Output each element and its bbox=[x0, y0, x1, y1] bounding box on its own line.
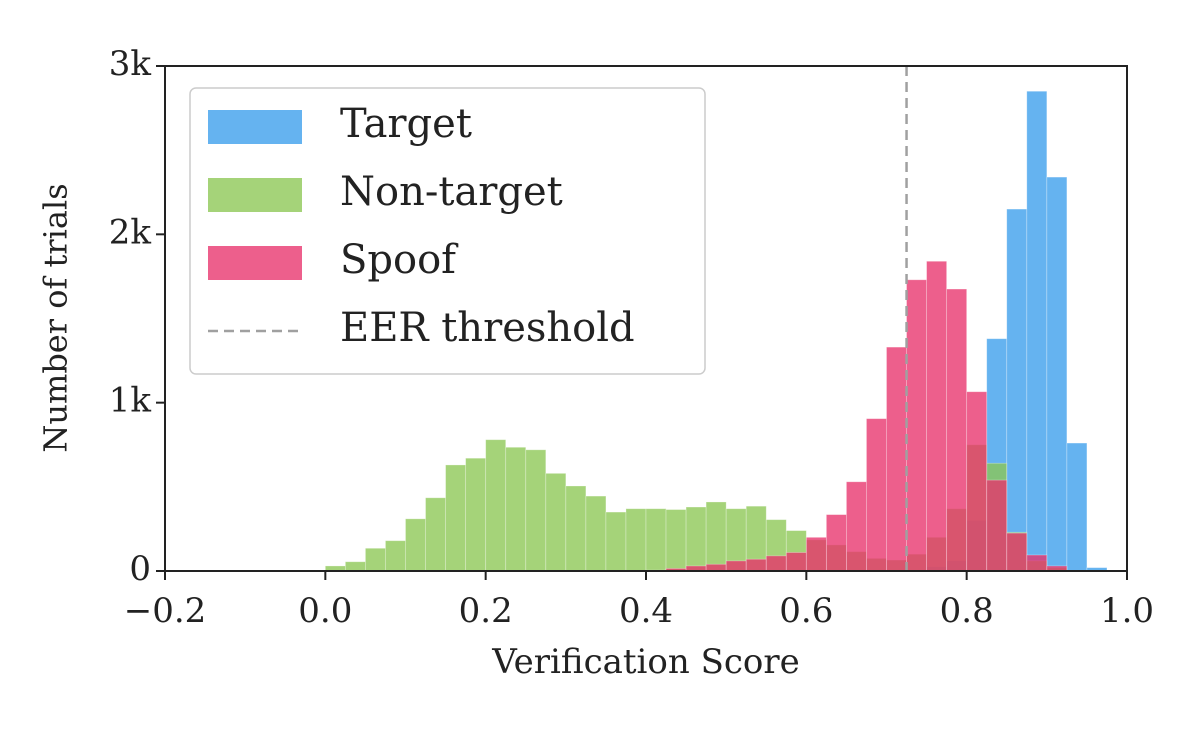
x-tick-label: 0.6 bbox=[779, 591, 833, 631]
legend-label: Target bbox=[340, 101, 472, 147]
histogram-bar bbox=[565, 485, 587, 572]
histogram-bar bbox=[425, 497, 446, 572]
histogram-bar bbox=[1026, 90, 1048, 572]
histogram-bar bbox=[765, 555, 787, 572]
histogram-bar bbox=[405, 518, 426, 572]
legend-swatch bbox=[208, 246, 302, 280]
x-axis-label: Verification Score bbox=[491, 642, 800, 682]
histogram-bar bbox=[906, 279, 927, 572]
legend-swatch bbox=[208, 110, 302, 144]
histogram-bar bbox=[605, 511, 627, 572]
y-tick-label: 2k bbox=[109, 212, 152, 252]
x-tick-label: −0.2 bbox=[124, 591, 207, 631]
x-tick-label: 0.2 bbox=[459, 591, 513, 631]
x-tick-label: 0.8 bbox=[940, 591, 994, 631]
legend: Target Non-target Spoof EER threshold bbox=[189, 87, 706, 375]
histogram-bar bbox=[1006, 532, 1028, 572]
histogram-bar bbox=[625, 508, 647, 572]
y-tick-label: 3k bbox=[109, 44, 152, 84]
histogram-bar bbox=[445, 464, 467, 572]
histogram-bar bbox=[645, 508, 667, 572]
histogram-bar bbox=[485, 439, 507, 572]
histogram-bar bbox=[886, 346, 907, 572]
histogram-bar bbox=[725, 560, 747, 572]
legend-label: Spoof bbox=[340, 237, 459, 283]
y-tick-label: 1k bbox=[109, 381, 152, 421]
x-tick-label: 1.0 bbox=[1100, 591, 1154, 631]
histogram-bar bbox=[825, 514, 847, 572]
histogram-bar bbox=[665, 509, 687, 572]
histogram-bar bbox=[525, 449, 547, 572]
x-tick-label: 0.4 bbox=[619, 591, 673, 631]
legend-swatch bbox=[208, 178, 302, 212]
histogram-bar bbox=[705, 563, 727, 572]
y-axis-label: Number of trials bbox=[37, 183, 75, 452]
histogram-bar bbox=[344, 561, 366, 572]
histogram-bar bbox=[946, 288, 968, 572]
histogram-bar bbox=[705, 501, 727, 572]
histogram-bar bbox=[846, 481, 867, 572]
y-tick-label: 0 bbox=[129, 549, 151, 589]
histogram-bar bbox=[1026, 554, 1048, 572]
histogram-bar bbox=[545, 472, 567, 572]
histogram-bar bbox=[926, 260, 948, 572]
histogram-bar bbox=[465, 457, 487, 572]
histogram-bar bbox=[986, 479, 1008, 572]
histogram-bar bbox=[745, 558, 767, 572]
histogram-bar bbox=[1006, 208, 1028, 572]
legend-label: Non-target bbox=[340, 169, 563, 215]
legend-frame bbox=[189, 87, 706, 375]
histogram-bar bbox=[385, 540, 406, 572]
x-tick-label: 0.0 bbox=[298, 591, 352, 631]
legend-label: EER threshold bbox=[340, 305, 635, 351]
histogram-bar bbox=[1066, 442, 1088, 572]
histogram-bar bbox=[1046, 176, 1068, 572]
histogram-bar bbox=[505, 446, 527, 572]
histogram-bar bbox=[866, 418, 887, 572]
histogram-bar bbox=[966, 391, 988, 572]
histogram-bar bbox=[805, 536, 827, 572]
histogram-bar bbox=[685, 506, 707, 572]
histogram-bar bbox=[785, 552, 807, 572]
histogram-bar bbox=[365, 547, 386, 572]
histogram-bar bbox=[585, 495, 607, 572]
